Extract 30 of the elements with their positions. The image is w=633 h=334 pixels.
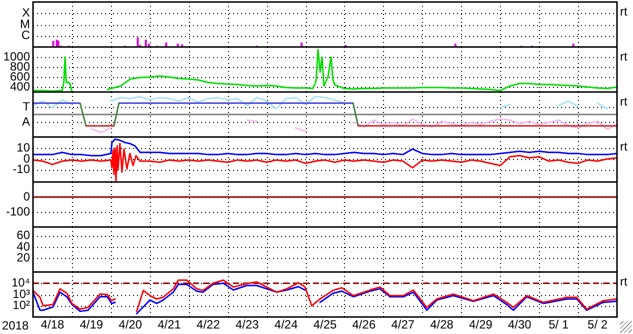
x-tick-label: 4/22 — [196, 318, 220, 332]
text: A — [22, 114, 30, 128]
text: T — [22, 99, 31, 114]
x-tick-label: 4/19 — [80, 318, 104, 332]
x-tick-label: 4/29 — [469, 318, 493, 332]
text: rt — [620, 139, 628, 154]
text: rt — [620, 49, 628, 64]
x-tick-label: 4/26 — [352, 318, 376, 332]
bar — [136, 37, 139, 47]
x-tick-label: 4/23 — [235, 318, 260, 332]
bar — [144, 40, 147, 47]
text: rt — [620, 274, 628, 288]
x-tick-label: 4/18 — [40, 318, 64, 332]
x-tick-label: 4/30 — [508, 318, 532, 332]
x-tick-label: 4/25 — [313, 318, 337, 332]
x-tick-label: 4/27 — [391, 318, 415, 332]
x-tick-label: 4/28 — [430, 318, 454, 332]
x-tick-label: 4/20 — [118, 318, 142, 332]
y-tick-label: 0 — [23, 189, 30, 204]
text: C — [21, 28, 30, 42]
y-tick-label: 10² — [12, 298, 30, 312]
bar — [52, 40, 54, 47]
x-axis-title: 2018 — [2, 318, 30, 332]
x-tick-label: 4/24 — [274, 318, 298, 332]
x-tick-label: 4/21 — [158, 318, 182, 332]
x-tick-label: 5/ 2 — [588, 318, 608, 332]
x-tick-label: 5/ 1 — [548, 318, 569, 332]
text: rt — [620, 94, 628, 108]
text: rt — [620, 4, 628, 18]
y-tick-label: -100 — [6, 204, 30, 218]
